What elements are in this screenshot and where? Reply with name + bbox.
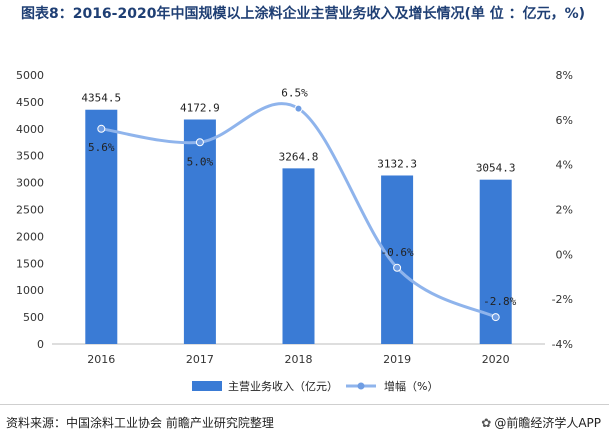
y-right-tick-label: 2% (556, 204, 573, 217)
y-right-tick-label: 0% (556, 248, 573, 261)
bar-value-label: 4354.5 (81, 92, 121, 105)
y-right-tick-label: -4% (552, 338, 573, 351)
y-left-tick-label: 1000 (16, 284, 44, 297)
y-left-tick-label: 0 (37, 338, 44, 351)
legend-bar-swatch (192, 381, 222, 391)
y-left-tick-label: 5000 (16, 69, 44, 82)
x-tick-label: 2020 (482, 353, 510, 366)
x-tick-label: 2017 (186, 353, 214, 366)
y-right-tick-label: 4% (556, 159, 573, 172)
line-value-label: 5.0% (187, 155, 214, 168)
y-right-tick-label: -2% (552, 293, 573, 306)
bar (282, 168, 315, 344)
x-tick-label: 2018 (285, 353, 313, 366)
x-tick-label: 2019 (383, 353, 411, 366)
legend-line-label: 增幅（%） (384, 379, 438, 393)
y-left-tick-label: 3000 (16, 177, 44, 190)
y-right-tick-label: 6% (556, 114, 573, 127)
y-left-tick-label: 2000 (16, 230, 44, 243)
y-left-tick-label: 2500 (16, 204, 44, 217)
legend-bar-label: 主营业务收入（亿元） (228, 379, 338, 393)
legend-line-marker (357, 382, 365, 390)
y-left-tick-label: 1500 (16, 257, 44, 270)
line-point (393, 263, 402, 272)
paw-icon: ✿ (481, 416, 492, 430)
line-value-label: 6.5% (281, 87, 308, 100)
bar-value-label: 3054.3 (476, 162, 516, 175)
x-tick-label: 2016 (87, 353, 115, 366)
bar (85, 109, 118, 344)
bar-value-label: 3132.3 (377, 157, 417, 170)
combo-chart: 0 500 1000 1500 2000 2500 3000 3500 4000 4500 5000… (16, 69, 573, 393)
chart-title: 图表8：2016-2020年中国规模以上涂料企业主营业务收入及增长情况(单 位 … (20, 6, 586, 22)
y-left-tick-label: 4500 (16, 96, 44, 109)
line-value-label: -0.6% (381, 246, 414, 259)
line-value-label: 5.6% (88, 141, 115, 154)
bar (183, 119, 216, 344)
line-value-label: -2.8% (483, 295, 516, 308)
brand-credit: ✿ @前瞻经济学人APP (481, 414, 601, 431)
y-right-tick-label: 8% (556, 69, 573, 82)
footer: 资料来源：中国涂料工业协会 前瞻产业研究院整理 ✿ @前瞻经济学人APP (0, 404, 609, 439)
line-point (491, 313, 500, 322)
bar (381, 175, 414, 344)
y-left-tick-label: 500 (23, 311, 44, 324)
y-left-tick-label: 4000 (16, 123, 44, 136)
line-point (195, 138, 204, 147)
line-point (294, 104, 303, 113)
bar-value-label: 3264.8 (279, 150, 319, 163)
source-note: 资料来源：中国涂料工业协会 前瞻产业研究院整理 (6, 416, 274, 430)
bar-value-label: 4172.9 (180, 101, 220, 114)
line-point (97, 124, 106, 133)
y-left-tick-label: 3500 (16, 150, 44, 163)
brand-text: @前瞻经济学人APP (494, 416, 601, 430)
